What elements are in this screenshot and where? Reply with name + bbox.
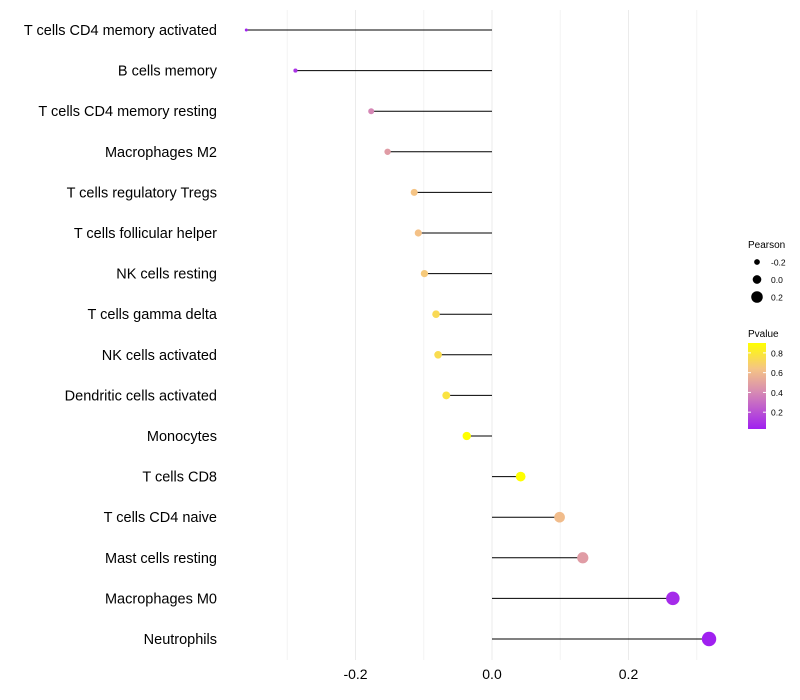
- y-tick-label: T cells CD4 memory resting: [38, 104, 217, 120]
- y-tick-label: T cells CD8: [142, 470, 217, 486]
- x-tick-label: 0.0: [482, 666, 502, 682]
- size-legend-label: 0.0: [771, 275, 783, 285]
- y-tick-label: Monocytes: [147, 429, 217, 445]
- grid-lines: [286, 10, 698, 660]
- x-tick-label: -0.2: [343, 666, 367, 682]
- lollipop-point: [515, 471, 526, 482]
- lollipop-point: [414, 229, 422, 237]
- y-tick-label: T cells follicular helper: [74, 226, 217, 242]
- size-legend-label: -0.2: [771, 258, 786, 268]
- lollipop-point: [244, 28, 248, 32]
- color-legend-label: 0.2: [771, 408, 783, 418]
- lollipop-point: [554, 511, 565, 523]
- x-axis-tick-labels: -0.2 0.0 0.2: [343, 666, 638, 682]
- size-legend-key: [751, 291, 763, 303]
- lollipop-point: [420, 269, 429, 278]
- y-tick-label: Neutrophils: [144, 632, 217, 648]
- lollipop-points: [244, 28, 717, 647]
- x-tick-label: 0.2: [619, 666, 639, 682]
- lollipop-point: [432, 310, 440, 319]
- y-tick-label: NK cells resting: [116, 267, 217, 283]
- lollipop-point: [442, 391, 451, 400]
- size-legend-title: Pearson: [748, 240, 785, 251]
- size-legend-label: 0.2: [771, 293, 783, 303]
- y-tick-label: B cells memory: [118, 64, 218, 80]
- size-legend-key: [752, 275, 762, 284]
- lollipop-point: [410, 188, 418, 196]
- y-axis-labels: T cells CD4 memory activated B cells memo…: [24, 23, 218, 648]
- lollipop-point: [462, 431, 471, 441]
- y-tick-label: Mast cells resting: [105, 551, 217, 567]
- size-legend-key: [754, 259, 760, 265]
- color-legend-label: 0.8: [771, 348, 783, 358]
- color-legend-label: 0.6: [771, 368, 783, 378]
- color-legend-bar: [748, 343, 766, 429]
- y-tick-label: Macrophages M0: [105, 591, 217, 607]
- lollipop-point: [666, 591, 680, 606]
- y-tick-label: NK cells activated: [102, 348, 217, 364]
- lollipop-point: [368, 108, 375, 115]
- y-tick-label: T cells CD4 naive: [104, 510, 217, 526]
- color-legend-label: 0.4: [771, 388, 783, 398]
- y-tick-label: T cells gamma delta: [88, 307, 218, 323]
- lollipop-point: [384, 148, 391, 155]
- y-tick-label: T cells regulatory Tregs: [67, 185, 217, 201]
- lollipop-point: [701, 631, 717, 647]
- lollipop-point: [293, 68, 298, 73]
- lollipop-point: [577, 552, 589, 564]
- lollipop-stems: [246, 29, 710, 640]
- color-legend-title: Pvalue: [748, 329, 779, 340]
- lollipop-point: [434, 350, 442, 359]
- y-tick-label: Dendritic cells activated: [65, 388, 217, 404]
- size-legend: Pearson -0.2 0.0 0.2: [748, 240, 786, 303]
- y-tick-label: T cells CD4 memory activated: [24, 23, 217, 39]
- y-tick-label: Macrophages M2: [105, 145, 217, 161]
- color-legend: Pvalue 0.8 0.6 0.4 0.2: [748, 329, 783, 429]
